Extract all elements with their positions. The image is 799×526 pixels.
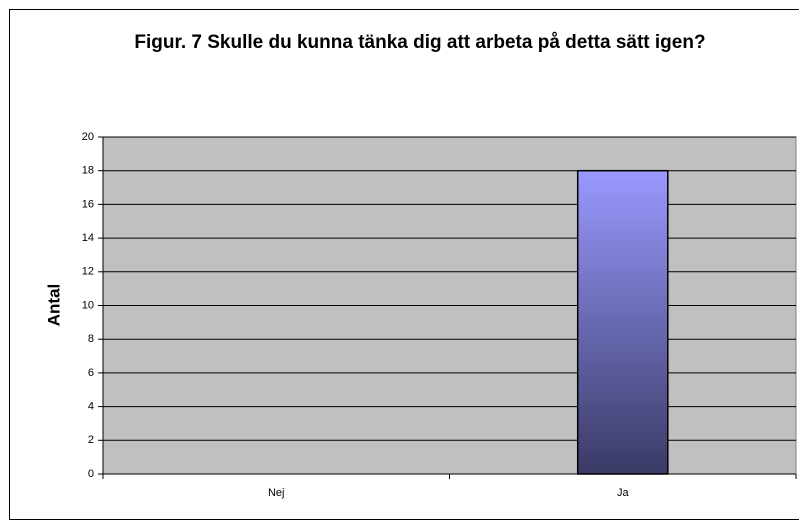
y-tick-label: 2	[88, 434, 94, 446]
y-axis-label: Antal	[44, 284, 63, 327]
y-tick-label: 20	[82, 131, 94, 143]
y-tick-label: 12	[82, 266, 94, 278]
y-tick-label: 18	[82, 165, 94, 177]
y-tick-label: 14	[82, 232, 94, 244]
y-tick-label: 4	[88, 401, 94, 413]
chart-title: Figur. 7 Skulle du kunna tänka dig att a…	[134, 32, 706, 53]
y-tick-label: 8	[88, 333, 94, 345]
y-tick-label: 10	[82, 299, 94, 311]
y-tick-label: 16	[82, 198, 94, 210]
x-tick-label: Ja	[617, 487, 630, 499]
bar	[576, 169, 669, 475]
y-tick-label: 6	[88, 367, 94, 379]
x-tick-label: Nej	[268, 487, 285, 499]
y-tick-label: 0	[88, 468, 94, 480]
